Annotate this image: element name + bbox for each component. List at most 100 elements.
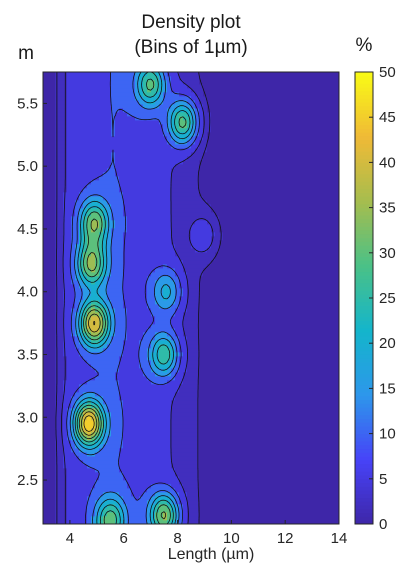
density-cell xyxy=(155,80,160,85)
density-cell xyxy=(203,492,208,497)
density-cell xyxy=(107,236,112,241)
density-cell xyxy=(191,476,196,481)
density-cell xyxy=(211,304,216,309)
density-cell xyxy=(179,232,184,237)
density-cell xyxy=(219,500,224,505)
density-cell xyxy=(215,480,220,485)
density-cell xyxy=(151,368,156,373)
density-cell xyxy=(167,236,172,241)
density-cell xyxy=(59,440,64,445)
density-cell xyxy=(59,376,64,381)
density-cell xyxy=(183,144,188,149)
density-cell xyxy=(183,96,188,101)
density-cell xyxy=(63,436,68,441)
density-cell xyxy=(75,88,80,93)
density-cell xyxy=(79,116,84,121)
density-cell xyxy=(87,412,92,417)
density-cell xyxy=(103,500,108,505)
density-cell xyxy=(99,100,104,105)
density-cell xyxy=(163,272,168,277)
density-cell xyxy=(131,216,136,221)
density-cell xyxy=(187,464,192,469)
density-cell xyxy=(183,372,188,377)
density-cell xyxy=(195,440,200,445)
density-cell xyxy=(107,496,112,501)
density-cell xyxy=(179,392,184,397)
density-cell xyxy=(91,292,96,297)
density-cell xyxy=(99,232,104,237)
density-cell xyxy=(195,184,200,189)
density-cell xyxy=(51,180,56,185)
density-cell xyxy=(59,108,64,113)
density-cell xyxy=(87,376,92,381)
density-cell xyxy=(207,288,212,293)
density-cell xyxy=(187,244,192,249)
density-cell xyxy=(187,84,192,89)
density-cell xyxy=(107,360,112,365)
density-cell xyxy=(131,264,136,269)
density-cell xyxy=(151,312,156,317)
density-cell xyxy=(131,152,136,157)
density-cell xyxy=(123,348,128,353)
density-cell xyxy=(199,336,204,341)
density-cell xyxy=(43,140,48,145)
density-cell xyxy=(71,368,76,373)
density-cell xyxy=(171,228,176,233)
density-cell xyxy=(87,152,92,157)
density-cell xyxy=(55,412,60,417)
density-cell xyxy=(171,468,176,473)
density-cell xyxy=(163,316,168,321)
density-cell xyxy=(143,372,148,377)
density-cell xyxy=(135,488,140,493)
density-cell xyxy=(175,104,180,109)
density-cell xyxy=(111,188,116,193)
density-cell xyxy=(67,148,72,153)
density-cell xyxy=(211,288,216,293)
density-cell xyxy=(55,404,60,409)
density-cell xyxy=(127,436,132,441)
density-cell xyxy=(127,408,132,413)
density-cell xyxy=(111,264,116,269)
density-cell xyxy=(47,440,52,445)
density-cell xyxy=(199,264,204,269)
density-cell xyxy=(123,480,128,485)
density-cell xyxy=(75,208,80,213)
density-cell xyxy=(55,392,60,397)
density-cell xyxy=(83,444,88,449)
density-cell xyxy=(163,328,168,333)
density-cell xyxy=(175,228,180,233)
density-cell xyxy=(87,84,92,89)
density-cell xyxy=(43,116,48,121)
density-cell xyxy=(167,384,172,389)
density-cell xyxy=(123,204,128,209)
density-cell xyxy=(163,436,168,441)
density-cell xyxy=(119,180,124,185)
density-cell xyxy=(191,296,196,301)
density-cell xyxy=(175,220,180,225)
density-cell xyxy=(75,400,80,405)
density-cell xyxy=(51,480,56,485)
density-cell xyxy=(155,344,160,349)
density-cell xyxy=(43,488,48,493)
density-cell xyxy=(75,396,80,401)
density-cell xyxy=(103,288,108,293)
density-cell xyxy=(79,164,84,169)
density-cell xyxy=(99,200,104,205)
density-cell xyxy=(139,444,144,449)
density-cell xyxy=(115,300,120,305)
density-cell xyxy=(79,184,84,189)
density-cell xyxy=(111,256,116,261)
density-cell xyxy=(211,128,216,133)
density-cell xyxy=(79,148,84,153)
density-cell xyxy=(75,468,80,473)
density-cell xyxy=(151,384,156,389)
density-cell xyxy=(183,88,188,93)
density-cell xyxy=(99,256,104,261)
density-cell xyxy=(123,512,128,517)
density-cell xyxy=(71,288,76,293)
density-cell xyxy=(123,124,128,129)
density-cell xyxy=(99,476,104,481)
density-cell xyxy=(103,244,108,249)
density-cell xyxy=(67,432,72,437)
density-cell xyxy=(179,272,184,277)
